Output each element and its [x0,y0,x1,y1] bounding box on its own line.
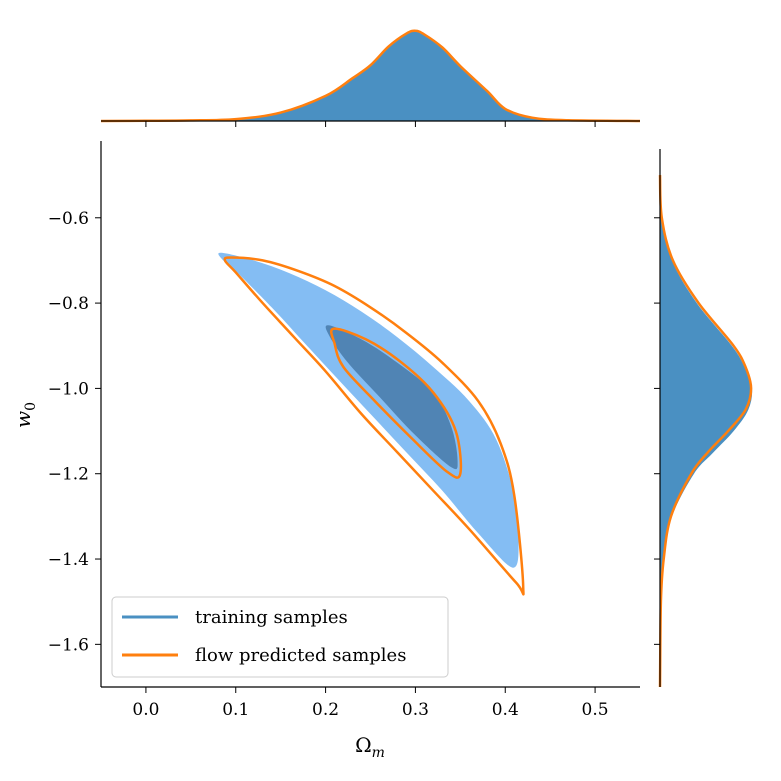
axis-ticks: 0.0 0.1 0.2 0.3 0.4 0.5 −0.6 −0.8 −1.0 −1.2 −1.4 −1… [48,121,660,720]
legend-label-flow: flow predicted samples [195,645,406,666]
x-tick-label: 0.3 [402,700,429,720]
y-tick-label: −0.6 [48,209,89,229]
y-tick-label: −1.6 [48,635,89,655]
flow-contour-inner [329,327,463,479]
flow-marginal-omega-m [100,29,641,123]
y-axis-label: w0 [11,402,39,428]
x-tick-label: 0.0 [132,700,159,720]
x-tick-label: 0.5 [582,700,609,720]
x-tick-label: 0.1 [222,700,249,720]
legend-label-training: training samples [195,607,348,628]
omega-m-marginal-panel [100,29,641,123]
flow-marginal-w0 [658,175,753,688]
training-contour-inner [325,325,458,470]
x-tick-label: 0.4 [492,700,519,720]
legend-box [111,596,449,678]
y-tick-label: −1.4 [48,550,89,570]
joint-contour-panel [100,141,640,688]
legend: training samples flow predicted samples [111,596,449,678]
x-axis-label: Ωm [355,733,385,761]
training-marginal-omega-m [101,31,640,122]
y-tick-label: −0.8 [48,294,89,314]
y-tick-label: −1.0 [48,379,89,399]
flow-contour-outer [223,256,525,596]
y-tick-label: −1.2 [48,465,89,485]
training-marginal-w0 [660,175,753,687]
w0-marginal-panel [658,149,753,688]
training-contour-outer [218,252,519,568]
x-tick-label: 0.2 [312,700,339,720]
